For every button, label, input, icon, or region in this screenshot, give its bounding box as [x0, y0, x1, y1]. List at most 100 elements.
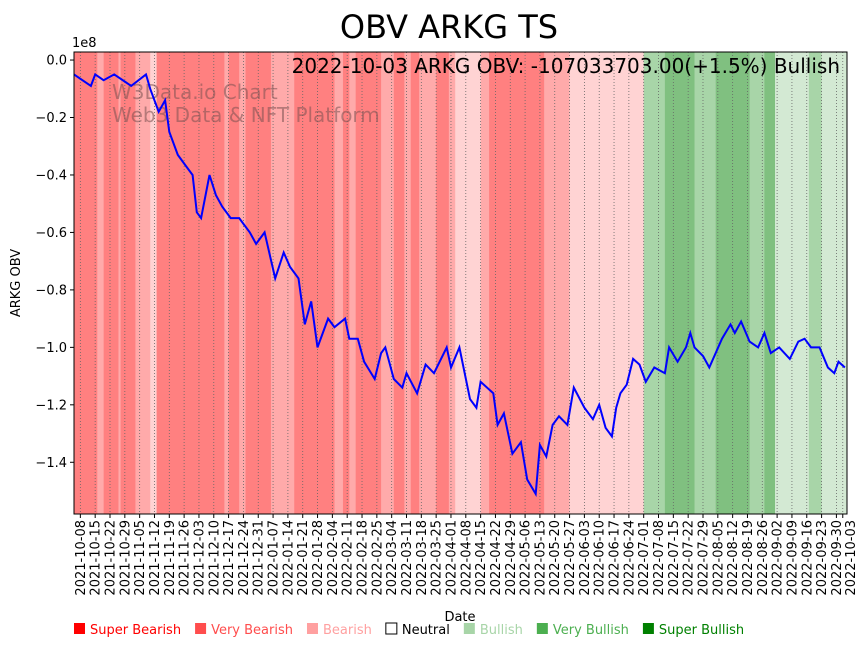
- sentiment-bands: [74, 52, 848, 514]
- x-tick-label: 2022-05-27: [563, 520, 578, 596]
- legend-label: Super Bearish: [90, 623, 181, 638]
- y-tick-label: −0.4: [35, 168, 67, 183]
- x-tick-label: 2022-08-05: [711, 520, 726, 596]
- band-bearish: [150, 52, 158, 514]
- x-tick-label: 2022-05-06: [519, 520, 534, 596]
- band-very-bearish: [118, 52, 122, 514]
- chart-title: OBV ARKG TS: [340, 8, 558, 46]
- band-very-bearish: [270, 52, 295, 514]
- x-tick-label: 2022-08-12: [726, 520, 741, 596]
- band-very-bullish: [808, 52, 823, 514]
- legend-swatch: [642, 623, 654, 634]
- legend-label: Super Bullish: [659, 623, 744, 638]
- band-super-bearish: [342, 52, 350, 514]
- band-super-bearish: [294, 52, 335, 514]
- x-tick-label: 2021-12-31: [252, 520, 267, 596]
- y-tick-label: −1.0: [35, 341, 67, 356]
- legend-swatch: [306, 623, 318, 634]
- x-tick-label: 2021-12-03: [192, 520, 207, 596]
- x-tick-label: 2022-02-04: [326, 520, 341, 596]
- x-tick-label: 2022-07-15: [667, 520, 682, 596]
- legend-swatch: [385, 622, 398, 635]
- band-super-bearish: [228, 52, 240, 514]
- legend-item: Super Bullish: [642, 623, 744, 638]
- y-tick-label: −1.2: [35, 398, 67, 413]
- band-super-bearish: [393, 52, 405, 514]
- x-tick-label: 2022-01-14: [281, 520, 296, 596]
- x-tick-label: 2022-03-04: [385, 520, 400, 596]
- latest-annotation: 2022-10-03 ARKG OBV: -107033703.00(+1.5%…: [292, 54, 840, 78]
- y-axis-label: ARKG OBV: [9, 249, 24, 317]
- y-tick-label: −1.4: [35, 456, 67, 471]
- band-super-bullish: [764, 52, 776, 514]
- x-tick-label: 2022-07-08: [652, 520, 667, 596]
- watermark-line-2: Web3 Data & NFT Platform: [112, 103, 380, 127]
- band-very-bearish: [381, 52, 395, 514]
- legend-swatch: [536, 623, 548, 634]
- x-tick-label: 2022-06-17: [608, 520, 623, 596]
- legend-label: Bullish: [480, 623, 523, 638]
- x-tick-label: 2022-04-15: [474, 520, 489, 596]
- band-super-bearish: [410, 52, 420, 514]
- band-very-bearish: [448, 52, 456, 514]
- plot-frame: [73, 51, 848, 515]
- x-tick-label: 2022-08-26: [756, 520, 771, 596]
- x-tick-label: 2022-04-29: [504, 520, 519, 596]
- band-very-bearish: [349, 52, 357, 514]
- obv-line: [73, 72, 846, 498]
- x-tick-label: 2021-12-17: [222, 520, 237, 596]
- y-tick-label: −0.6: [35, 226, 67, 241]
- legend-swatch: [463, 623, 475, 634]
- x-tick-label: 2022-07-01: [637, 520, 652, 596]
- x-tick-label: 2022-04-08: [459, 520, 474, 596]
- x-axis: 2021-10-08 2021-10-15 2021-10-22 2021-10-29…: [74, 514, 859, 596]
- y-tick-label: −0.8: [35, 283, 67, 298]
- legend: Super Bearish Very Bearish Bearish Neutral B…: [74, 622, 744, 638]
- band-super-bearish: [74, 52, 98, 514]
- x-tick-label: 2022-01-21: [296, 520, 311, 596]
- x-tick-label: 2022-10-03: [844, 520, 859, 596]
- x-tick-label: 2021-12-24: [237, 520, 252, 596]
- x-tick-label: 2022-06-10: [593, 520, 608, 596]
- legend-item: Neutral: [385, 622, 450, 638]
- x-tick-label: 2022-06-03: [578, 520, 593, 596]
- band-bearish: [455, 52, 482, 514]
- x-tick-label: 2022-09-09: [785, 520, 800, 596]
- x-tick-label: 2022-02-18: [356, 520, 371, 596]
- x-tick-label: 2022-01-07: [267, 520, 282, 596]
- x-tick-label: 2022-09-30: [830, 520, 845, 596]
- x-tick-label: 2021-10-29: [118, 520, 133, 596]
- band-very-bearish: [224, 52, 230, 514]
- band-super-bearish: [436, 52, 450, 514]
- band-bearish: [569, 52, 645, 514]
- band-very-bearish: [239, 52, 247, 514]
- x-tick-label: 2021-10-15: [89, 520, 104, 596]
- x-tick-label: 2022-09-02: [771, 520, 786, 596]
- band-super-bearish: [489, 52, 545, 514]
- legend-swatch: [74, 623, 85, 634]
- legend-label: Bearish: [323, 623, 372, 638]
- legend-label: Neutral: [402, 623, 450, 638]
- band-super-bearish: [103, 52, 119, 514]
- x-tick-label: 2021-11-12: [148, 520, 163, 596]
- band-very-bearish: [334, 52, 344, 514]
- y-tick-label: 0.0: [46, 54, 67, 69]
- x-axis-label: Date: [444, 610, 475, 625]
- legend-item: Very Bearish: [195, 623, 293, 638]
- legend-item: Bearish: [306, 623, 372, 638]
- x-tick-label: 2021-12-10: [207, 520, 222, 596]
- band-very-bearish: [97, 52, 105, 514]
- band-very-bearish: [135, 52, 151, 514]
- band-very-bearish: [480, 52, 490, 514]
- x-tick-label: 2021-11-26: [178, 520, 193, 596]
- x-tick-label: 2022-07-22: [682, 520, 697, 596]
- band-very-bullish: [643, 52, 666, 514]
- band-very-bearish: [419, 52, 437, 514]
- legend-label: Very Bullish: [553, 623, 629, 638]
- watermark-line-1: W3Data.io Chart: [112, 80, 278, 104]
- x-tick-label: 2022-09-16: [800, 520, 815, 596]
- watermark: W3Data.io Chart Web3 Data & NFT Platform: [112, 80, 380, 127]
- x-tick-label: 2022-03-18: [415, 520, 430, 596]
- x-tick-label: 2022-03-25: [430, 520, 445, 596]
